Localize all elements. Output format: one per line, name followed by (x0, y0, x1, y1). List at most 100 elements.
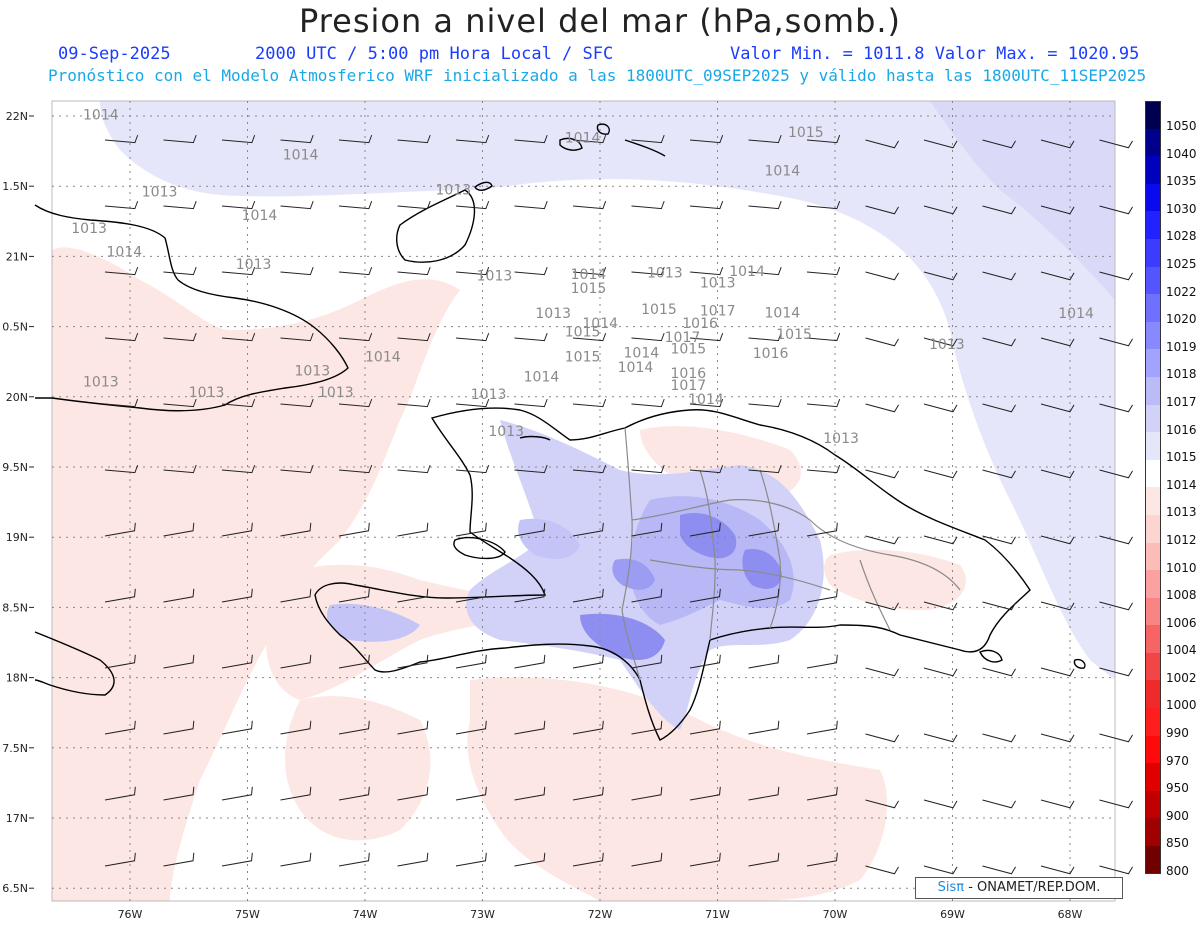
wind-barb (163, 720, 195, 735)
wind-barb (1099, 535, 1133, 545)
wind-barb (631, 134, 665, 144)
isobar-label: 1014 (571, 267, 607, 283)
legend-item: 1030 (1145, 183, 1200, 216)
wind-barb (397, 522, 429, 537)
wind-barb (572, 398, 607, 408)
legend-item: 1000 (1145, 680, 1200, 712)
isobar-label: 1014 (618, 360, 654, 376)
isobar-label: 1016 (671, 366, 707, 382)
isobar-label: 1013 (488, 424, 524, 440)
wind-barb (280, 654, 312, 669)
legend-label: 1010 (1166, 560, 1197, 575)
wind-barb (221, 852, 253, 867)
wind-barb (572, 654, 604, 669)
wind-barb (572, 332, 607, 342)
wind-barb (631, 200, 665, 210)
legend-label: 1022 (1166, 284, 1197, 299)
wind-barb (865, 337, 899, 347)
wind-barb (806, 332, 841, 342)
wind-barb (338, 398, 373, 408)
legend-swatch (1145, 542, 1161, 571)
lat-tick-label: 22N (6, 110, 28, 123)
legend-swatch (1145, 294, 1161, 322)
min-max-values: Valor Min. = 1011.8 Valor Max. = 1020.95 (730, 44, 1140, 64)
coast-jamaica (34, 631, 115, 696)
lon-tick-label: 76W (118, 908, 143, 921)
isobar-label: 1014 (624, 345, 660, 361)
isobar-label: 1013 (295, 364, 331, 380)
wind-barb (689, 398, 724, 408)
wind-barb (748, 720, 780, 735)
wind-barb (104, 588, 136, 603)
legend-swatch (1145, 790, 1161, 819)
isobar-label: 1014 (582, 316, 618, 332)
wind-barb (923, 601, 958, 611)
wind-barb (1099, 271, 1133, 281)
isobar-label: 1014 (688, 392, 724, 408)
isobar-label: 1015 (565, 324, 601, 340)
lat-tick-label: 18N (6, 672, 28, 685)
wind-barb (455, 200, 490, 210)
wind-barb (923, 469, 958, 479)
wind-barb (572, 720, 604, 735)
wind-barb (514, 134, 548, 144)
legend-label: 1030 (1166, 201, 1197, 216)
wind-barb (221, 654, 253, 669)
wind-barb (631, 332, 665, 342)
legend-label: 1040 (1166, 146, 1197, 161)
legend-item: 1035 (1145, 156, 1200, 188)
wind-barb (338, 266, 373, 276)
wind-barb (514, 654, 546, 669)
wind-barb (280, 522, 312, 537)
wind-barb (689, 786, 721, 801)
forecast-date: 09-Sep-2025 (58, 44, 171, 64)
wind-barb (514, 720, 546, 735)
wind-barb (514, 464, 548, 474)
wind-barb (1040, 865, 1075, 875)
wind-barb (865, 865, 899, 875)
wind-barb (455, 786, 487, 801)
wind-barb (1099, 799, 1133, 809)
wind-barb (455, 266, 490, 276)
wind-barb (1040, 469, 1075, 479)
lat-tick-label: 19N (6, 531, 28, 544)
wind-barb (748, 654, 780, 669)
wind-barb (1040, 667, 1075, 677)
wind-barb (806, 786, 838, 801)
coast-small-isl (474, 181, 493, 191)
legend-label: 950 (1166, 781, 1189, 796)
legend-item: 1020 (1145, 294, 1200, 326)
wind-barb (982, 205, 1016, 215)
wind-barb (572, 522, 604, 537)
wind-barb (631, 654, 663, 669)
legend-label: 1000 (1166, 698, 1197, 713)
legend-label: 1020 (1166, 312, 1197, 327)
wind-barb (221, 720, 253, 735)
wind-barb (1040, 601, 1075, 611)
wind-barb (865, 733, 899, 743)
wind-barb (631, 464, 665, 474)
isobar-label: 1013 (647, 265, 683, 281)
lon-tick-label: 70W (823, 908, 848, 921)
wind-barb (865, 205, 899, 215)
isobar-label: 1015 (641, 302, 677, 318)
wind-barb (806, 852, 838, 867)
legend-swatch (1145, 459, 1161, 488)
wind-barb (982, 733, 1016, 743)
wind-barb (689, 134, 724, 144)
shading-1017-south (580, 613, 665, 660)
isobar-label: 1016 (753, 346, 789, 362)
legend-swatch (1145, 404, 1161, 433)
legend-swatch (1145, 597, 1161, 626)
wind-barb (221, 588, 253, 603)
wind-barb (338, 200, 373, 210)
wind-barb (1040, 337, 1075, 347)
wind-barb (865, 139, 899, 149)
wind-barb (338, 654, 370, 669)
wind-barb (514, 522, 546, 537)
legend-swatch (1145, 211, 1161, 239)
wind-barb (280, 786, 312, 801)
wind-barb (1040, 733, 1075, 743)
coast-gonave (453, 536, 506, 560)
